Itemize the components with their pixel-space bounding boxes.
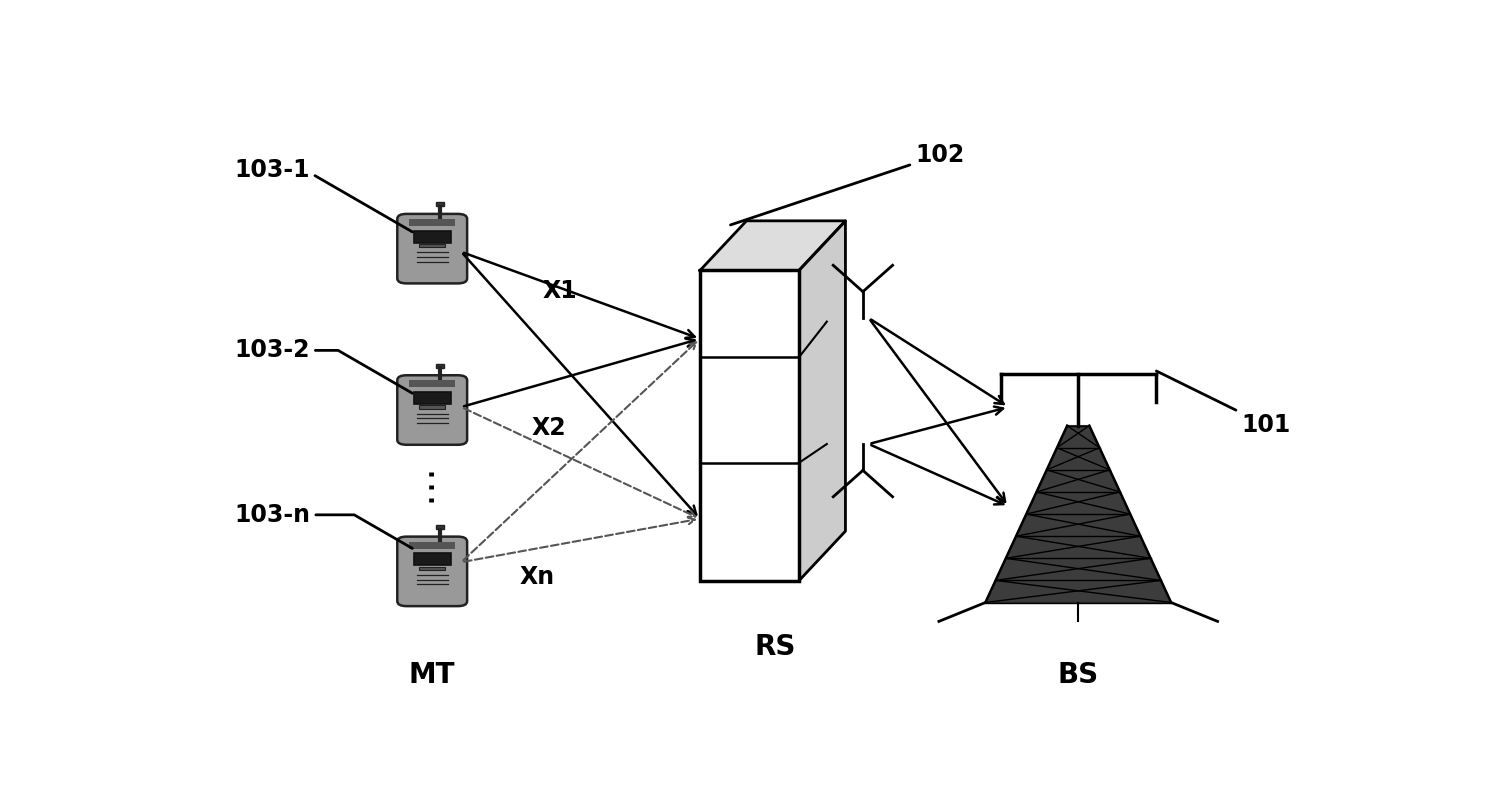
Bar	[700, 271, 799, 581]
Bar	[419, 405, 445, 409]
Text: RS: RS	[756, 634, 796, 661]
Bar	[409, 542, 455, 549]
Text: Xn: Xn	[520, 565, 554, 589]
Bar	[436, 202, 445, 206]
Bar	[409, 380, 455, 388]
Bar	[413, 393, 451, 404]
Bar	[413, 231, 451, 243]
Text: X1: X1	[542, 280, 577, 303]
Bar	[436, 364, 445, 368]
Text: ⋯: ⋯	[412, 463, 449, 502]
Polygon shape	[985, 426, 1172, 603]
Text: BS: BS	[1057, 661, 1099, 689]
Polygon shape	[700, 221, 846, 271]
Bar	[419, 244, 445, 247]
Bar	[419, 567, 445, 570]
Text: 101: 101	[1157, 371, 1290, 437]
Bar	[409, 219, 455, 226]
Text: 102: 102	[730, 143, 964, 225]
Text: MT: MT	[409, 661, 455, 689]
Text: X2: X2	[532, 416, 566, 440]
Text: 103-n: 103-n	[234, 503, 413, 548]
FancyBboxPatch shape	[397, 214, 467, 284]
Bar	[413, 554, 451, 566]
Polygon shape	[799, 221, 846, 581]
Text: 103-1: 103-1	[234, 159, 413, 232]
Text: 103-2: 103-2	[234, 339, 413, 393]
Bar	[436, 525, 445, 529]
FancyBboxPatch shape	[397, 537, 467, 606]
FancyBboxPatch shape	[397, 376, 467, 445]
